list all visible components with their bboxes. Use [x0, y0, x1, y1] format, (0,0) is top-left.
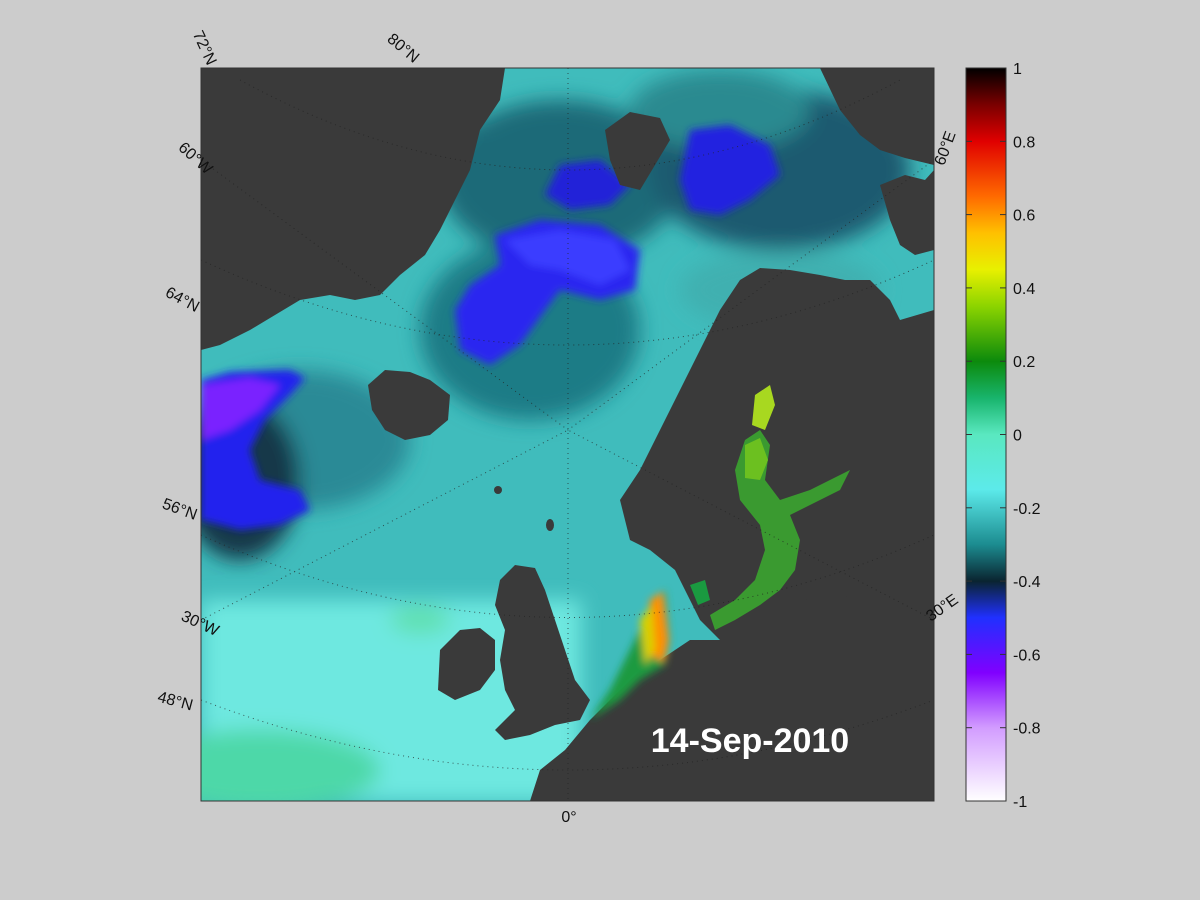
lat-label-80n: 80°N — [384, 31, 422, 67]
continental-europe — [530, 590, 934, 801]
colorbar-tick-label: -0.8 — [1013, 721, 1041, 738]
colorbar-tick-label: 0.4 — [1013, 281, 1035, 298]
lon-label-0: 0° — [561, 809, 576, 826]
map-frame — [200, 67, 935, 802]
baltic-sea — [710, 385, 850, 630]
map-panel — [201, 68, 934, 801]
ireland — [438, 628, 495, 700]
great-britain — [495, 565, 590, 740]
negative-anomaly-patches — [201, 125, 780, 530]
greenland — [201, 68, 505, 350]
colorbar-tick-label: 1 — [1013, 61, 1022, 78]
colorbar-tick-label: 0.6 — [1013, 208, 1035, 225]
lat-label-72n: 72°N — [189, 28, 220, 68]
iceland — [368, 370, 450, 440]
colorbar-tick-label: 0 — [1013, 428, 1022, 445]
kattegat — [690, 580, 710, 605]
svalbard — [605, 112, 670, 190]
colorbar: 1 0.8 0.6 0.4 0.2 0 -0.2 -0.4 -0.6 -0.8 -1 — [965, 61, 1041, 811]
north-sea-anomaly — [590, 590, 670, 720]
colorbar-ticks: 1 0.8 0.6 0.4 0.2 0 -0.2 -0.4 -0.6 -0.8 -1 — [966, 61, 1041, 811]
novaya-zemlya — [880, 170, 934, 255]
lat-label-56n: 56°N — [160, 496, 199, 524]
lat-label-64n: 64°N — [162, 284, 202, 316]
colorbar-tick-label: -0.6 — [1013, 647, 1041, 664]
colorbar-tick-label: -0.4 — [1013, 574, 1041, 591]
arctic-russia — [820, 68, 934, 165]
colorbar-tick-label: -0.2 — [1013, 501, 1041, 518]
colorbar-tick-label: 0.8 — [1013, 134, 1035, 151]
date-label: 14-Sep-2010 — [651, 722, 849, 760]
lat-label-48n: 48°N — [156, 689, 195, 715]
graticule — [201, 68, 934, 801]
colorbar-tick-label: 0.2 — [1013, 354, 1035, 371]
lon-label-60e: 60°E — [932, 129, 960, 168]
colorbar-tick-label: -1 — [1013, 794, 1027, 811]
